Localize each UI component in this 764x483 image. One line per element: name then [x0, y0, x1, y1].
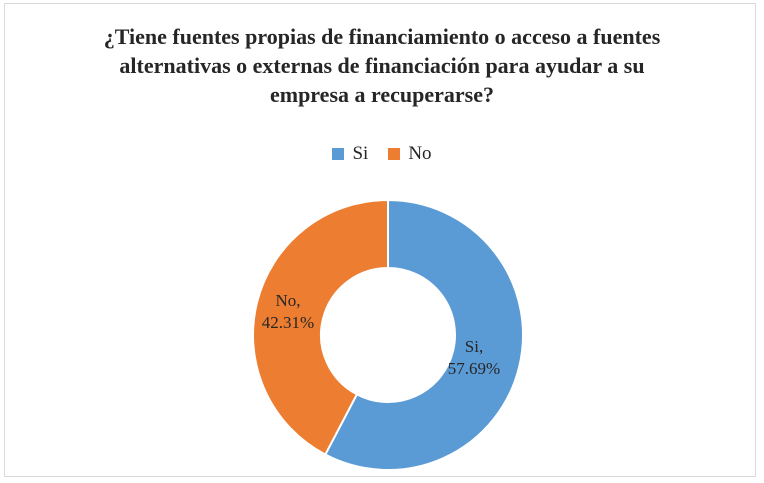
data-label-no-value: 42.31% [262, 313, 314, 332]
legend-label-si: Si [352, 143, 369, 164]
data-label-no-name: No, [275, 291, 300, 310]
slice-si [323, 198, 524, 471]
legend-swatch-si [332, 148, 345, 160]
chart-title-line-1: ¿Tiene fuentes propias de financiamiento… [103, 24, 661, 49]
slice-no [252, 198, 389, 456]
legend-item-si: Si [332, 143, 368, 165]
legend-item-no: No [388, 143, 432, 165]
data-label-si-value: 57.69% [448, 359, 500, 378]
chart-title-line-3: empresa a recuperarse? [269, 82, 494, 107]
legend: Si No [0, 143, 764, 165]
legend-label-no: No [408, 143, 432, 164]
chart-title: ¿Tiene fuentes propias de financiamiento… [20, 22, 744, 109]
legend-swatch-no [388, 148, 401, 160]
data-label-si-name: Si, [465, 337, 483, 356]
chart-title-line-2: alternativas o externas de financiación … [119, 53, 645, 78]
